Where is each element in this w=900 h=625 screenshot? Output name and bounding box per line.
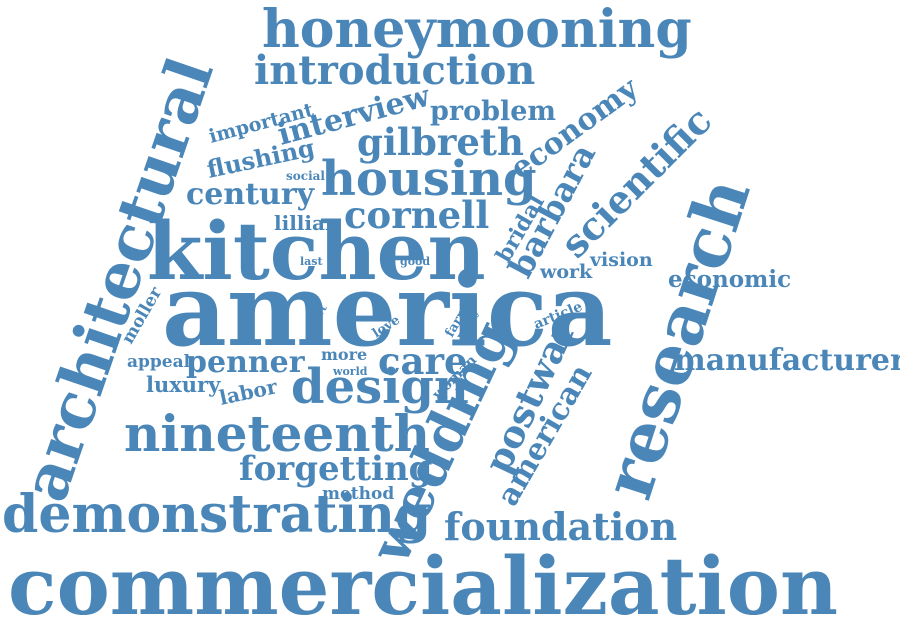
word-last: last (300, 255, 323, 268)
word-design: design (291, 359, 469, 415)
word-foundation: foundation (444, 504, 677, 549)
word-century: century (186, 177, 316, 212)
word-manufacturer: manufacturer (674, 343, 900, 378)
word-method: method (322, 484, 394, 504)
word-good: good (400, 255, 430, 268)
word-introduction: introduction (254, 47, 535, 94)
word-economic: economic (668, 266, 791, 293)
word-problem: problem (430, 96, 556, 127)
word-america: america (162, 251, 613, 369)
word-appeal: appeal (127, 352, 191, 372)
word-vision: vision (589, 249, 653, 271)
word-kitchen: kitchen (147, 204, 486, 298)
word-work: work (539, 261, 593, 283)
word-cornell: cornell (344, 193, 489, 237)
word-social: social (286, 169, 325, 183)
word-nineteenth: nineteenth (124, 404, 430, 463)
word-more: more (321, 345, 367, 364)
word-demonstrating: demonstrating (2, 484, 431, 545)
word-gilbreth: gilbreth (357, 120, 524, 164)
word-housing: housing (321, 151, 537, 207)
word-care: care (378, 339, 468, 383)
word-penner: penner (186, 345, 306, 380)
word-honeymooning: honeymooning (262, 0, 692, 60)
word-luxury: luxury (146, 372, 221, 397)
word-commercialization: commercialization (8, 539, 838, 625)
word-world: world (332, 365, 368, 378)
word-lillian: lillian (274, 211, 340, 235)
word-forgetting: forgetting (239, 449, 432, 489)
